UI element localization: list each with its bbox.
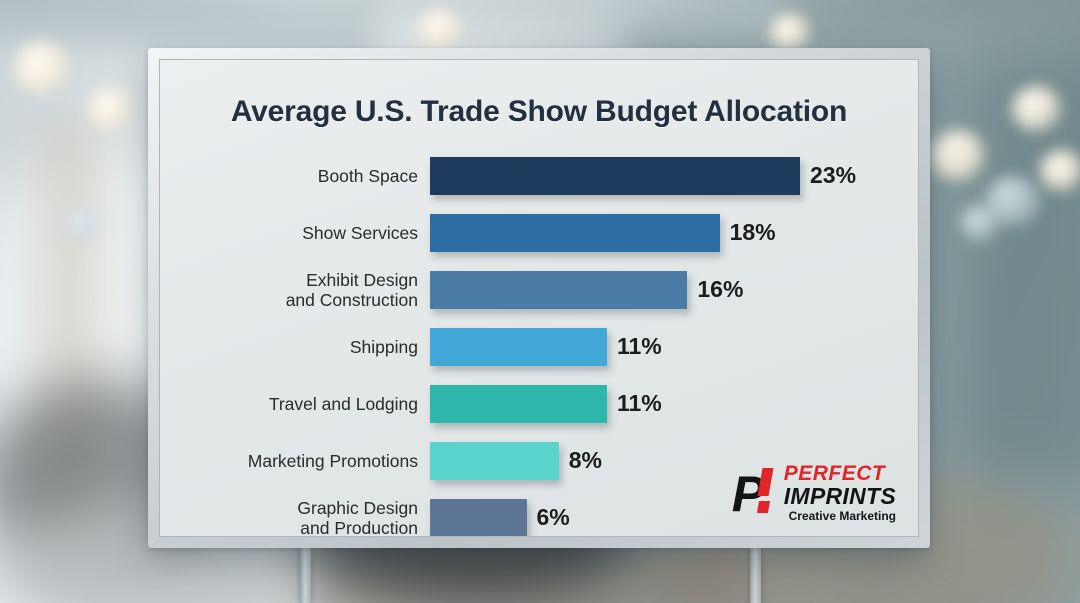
bar-value-label: 23% (810, 162, 857, 188)
bar-category-label: Marketing Promotions (247, 450, 418, 471)
bar-value-label: 16% (697, 276, 744, 302)
bokeh-light-1 (14, 42, 70, 94)
poster-frame: Average U.S. Trade Show Budget Allocatio… (148, 48, 930, 548)
poster-face: Average U.S. Trade Show Budget Allocatio… (159, 59, 919, 537)
bokeh-light-6 (1012, 86, 1062, 132)
bar (430, 327, 607, 366)
bar-value-label: 18% (729, 219, 776, 245)
chart-row: Travel and Lodging 11% (178, 375, 918, 432)
bar-zone: 11% (430, 327, 662, 366)
stand-leg-right (750, 544, 761, 603)
logo-tagline: Creative Marketing (788, 509, 896, 523)
brand-logo: P PERFECT IMPRINTS Creative Marketing (732, 463, 896, 522)
chart-row: Show Services 18% (178, 204, 918, 261)
logo-brand-line1: PERFECT (783, 462, 886, 485)
bar-category-label: Graphic Design and Production (297, 497, 418, 537)
bar-category-label: Booth Space (317, 165, 418, 186)
ceiling-beam-center (329, 0, 791, 43)
chart-row: Marketing Promotions 8% (178, 432, 918, 489)
stand-leg-left (300, 544, 311, 603)
chart-title: Average U.S. Trade Show Budget Allocatio… (230, 95, 848, 128)
bar-category-label: Travel and Lodging (268, 393, 418, 414)
chart-row: Booth Space 23% (178, 147, 918, 204)
bar-zone: 8% (430, 441, 602, 480)
bar (430, 498, 527, 536)
bar-zone: 11% (430, 384, 662, 423)
bokeh-light-5 (930, 130, 986, 182)
bar (430, 384, 607, 423)
bar-zone: 18% (430, 213, 776, 252)
bokeh-light-2 (88, 88, 134, 130)
bar-zone: 23% (430, 156, 857, 195)
logo-wordmark: PERFECT IMPRINTS Creative Marketing (784, 463, 896, 522)
poster-sign: Average U.S. Trade Show Budget Allocatio… (148, 48, 930, 548)
bar (430, 270, 688, 309)
bar-value-label: 8% (568, 447, 602, 473)
bar-value-label: 11% (616, 333, 662, 359)
bar-category-label: Shipping (349, 336, 418, 357)
chart-row: Shipping 11% (178, 318, 918, 375)
bar-value-label: 6% (536, 504, 570, 530)
bokeh-light-4 (770, 14, 810, 52)
bar (430, 156, 800, 195)
bokeh-light-3 (418, 10, 462, 50)
bar (430, 213, 720, 252)
chart-row: Exhibit Design and Construction 16% (178, 261, 918, 318)
bar-chart: Booth Space 23% Show Services 18% Exhibit De… (160, 147, 918, 537)
bar-zone: 16% (430, 270, 744, 309)
bar-category-label: Exhibit Design and Construction (285, 269, 418, 310)
bar-category-label: Show Services (302, 222, 418, 243)
bar-value-label: 11% (616, 390, 662, 416)
logo-p-bang-icon: P (732, 467, 778, 519)
bar (430, 441, 559, 480)
chart-row: Graphic Design and Production 6% (178, 489, 918, 537)
bar-zone: 6% (430, 498, 570, 536)
logo-brand-line2: IMPRINTS (783, 483, 896, 509)
bokeh-light-10 (62, 206, 102, 244)
bokeh-light-7 (1040, 150, 1080, 192)
logo-exclamation-dot (756, 500, 770, 513)
bokeh-light-9 (960, 204, 1000, 242)
